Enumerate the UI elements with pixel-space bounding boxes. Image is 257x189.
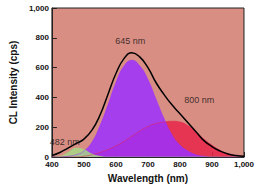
svg-text:600: 600 <box>36 63 50 72</box>
svg-text:1,000: 1,000 <box>29 4 50 13</box>
svg-text:CL Intensity (cps): CL Intensity (cps) <box>8 41 19 125</box>
svg-text:900: 900 <box>205 160 219 169</box>
svg-text:800: 800 <box>36 33 50 42</box>
svg-text:600: 600 <box>109 160 123 169</box>
svg-text:500: 500 <box>77 160 91 169</box>
svg-text:400: 400 <box>45 160 59 169</box>
svg-text:645 nm: 645 nm <box>115 36 145 46</box>
svg-text:800 nm: 800 nm <box>184 95 214 105</box>
svg-text:700: 700 <box>141 160 155 169</box>
svg-text:0: 0 <box>44 152 49 162</box>
svg-text:400: 400 <box>36 93 50 102</box>
svg-text:482 nm: 482 nm <box>50 137 80 147</box>
svg-text:800: 800 <box>173 160 187 169</box>
svg-text:200: 200 <box>36 123 50 132</box>
svg-text:1,000: 1,000 <box>234 160 255 169</box>
svg-text:Wavelength (nm): Wavelength (nm) <box>108 173 188 184</box>
